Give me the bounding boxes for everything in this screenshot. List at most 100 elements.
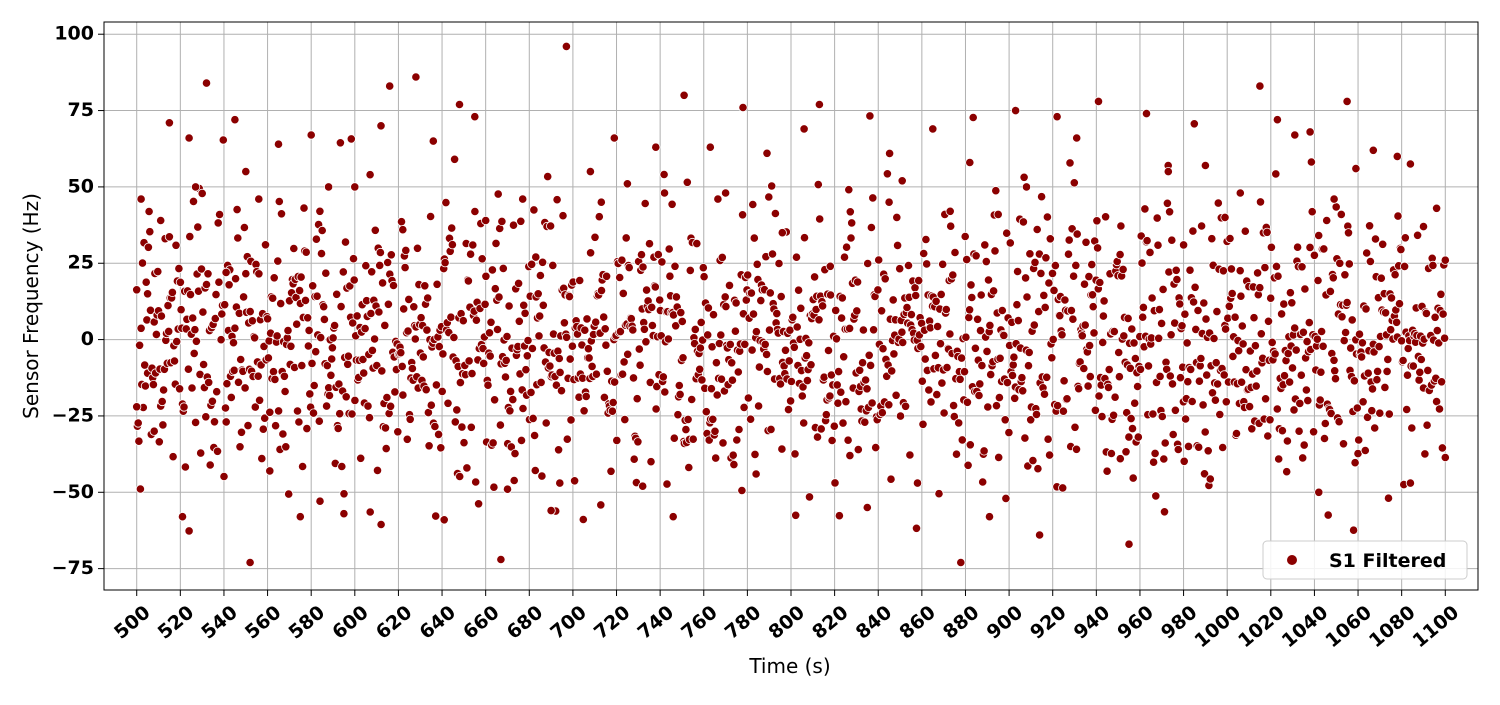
data-point xyxy=(526,387,536,397)
data-point xyxy=(1423,365,1433,375)
data-point xyxy=(916,341,926,352)
data-point xyxy=(646,457,656,467)
data-point xyxy=(233,233,243,243)
data-point xyxy=(1372,375,1382,385)
data-point xyxy=(262,314,273,324)
data-point xyxy=(645,377,655,387)
data-point xyxy=(452,405,462,415)
data-point xyxy=(425,211,436,222)
data-point xyxy=(1386,325,1396,335)
data-point xyxy=(839,252,850,262)
data-point xyxy=(762,366,773,377)
data-point xyxy=(1221,397,1231,407)
data-point xyxy=(1418,222,1429,232)
data-point xyxy=(612,435,622,445)
data-point xyxy=(932,321,943,332)
data-point xyxy=(1063,249,1074,259)
data-point xyxy=(1143,361,1154,371)
data-point xyxy=(1305,242,1315,252)
data-point xyxy=(1189,297,1199,307)
data-point xyxy=(935,339,946,349)
data-point xyxy=(1021,182,1032,192)
data-point xyxy=(339,509,349,519)
data-point xyxy=(1012,300,1022,310)
x-tick-label: 1100 xyxy=(1409,601,1464,652)
data-point xyxy=(400,262,410,273)
data-point xyxy=(380,423,391,433)
data-point xyxy=(962,397,973,407)
data-point xyxy=(636,250,647,260)
data-point xyxy=(701,407,711,417)
data-point xyxy=(1237,377,1247,387)
data-point xyxy=(190,325,200,335)
data-point xyxy=(862,384,872,394)
data-point xyxy=(772,308,782,319)
data-point xyxy=(1226,264,1237,274)
data-point xyxy=(786,376,797,387)
data-point xyxy=(1151,491,1161,501)
data-point xyxy=(436,443,446,453)
data-point xyxy=(1069,178,1079,188)
data-point xyxy=(670,261,680,271)
data-point xyxy=(1290,130,1300,140)
data-point xyxy=(541,418,551,428)
data-point xyxy=(309,380,319,391)
data-point xyxy=(738,102,748,113)
data-point xyxy=(839,352,849,362)
data-point xyxy=(937,378,947,388)
data-point xyxy=(1158,284,1168,294)
data-point xyxy=(1115,454,1125,464)
data-point xyxy=(567,341,578,351)
data-point xyxy=(1383,493,1394,503)
data-point xyxy=(665,271,675,281)
data-point xyxy=(508,394,518,405)
data-point xyxy=(683,414,693,424)
data-point xyxy=(519,300,529,310)
data-point xyxy=(1349,376,1360,386)
data-point xyxy=(217,309,227,319)
data-point xyxy=(198,307,208,317)
data-point xyxy=(229,365,239,375)
data-point xyxy=(581,391,591,401)
data-point xyxy=(294,417,304,427)
data-point xyxy=(995,353,1005,363)
data-point xyxy=(226,392,236,402)
data-point xyxy=(1279,299,1289,309)
data-point xyxy=(466,422,476,432)
data-point xyxy=(833,398,843,408)
data-point xyxy=(201,412,211,422)
data-point xyxy=(1440,333,1450,343)
data-point xyxy=(1048,334,1058,344)
data-point xyxy=(1438,309,1448,319)
data-point xyxy=(1102,466,1112,476)
data-point xyxy=(618,288,628,298)
data-point xyxy=(1383,354,1393,364)
data-point xyxy=(1159,454,1169,464)
data-point xyxy=(579,406,589,416)
data-point xyxy=(1036,268,1046,278)
data-point xyxy=(276,298,286,309)
data-point xyxy=(1114,372,1125,382)
data-point xyxy=(336,301,346,312)
data-point xyxy=(447,223,457,233)
data-point xyxy=(1304,317,1314,328)
data-point xyxy=(1362,412,1373,422)
data-point xyxy=(1202,370,1212,380)
data-point xyxy=(534,331,544,341)
data-point xyxy=(1236,291,1246,301)
data-point xyxy=(143,289,153,299)
data-point xyxy=(399,304,409,314)
data-point xyxy=(1033,464,1043,474)
data-point xyxy=(1030,257,1040,267)
data-point xyxy=(767,249,778,259)
data-point xyxy=(1005,238,1015,248)
data-point xyxy=(1249,313,1259,323)
data-point xyxy=(659,188,670,198)
data-point xyxy=(184,526,194,536)
data-point xyxy=(671,292,682,302)
data-point xyxy=(825,290,836,300)
data-point xyxy=(796,303,806,313)
data-point xyxy=(484,328,495,338)
data-point xyxy=(956,353,967,363)
data-point xyxy=(886,474,896,484)
